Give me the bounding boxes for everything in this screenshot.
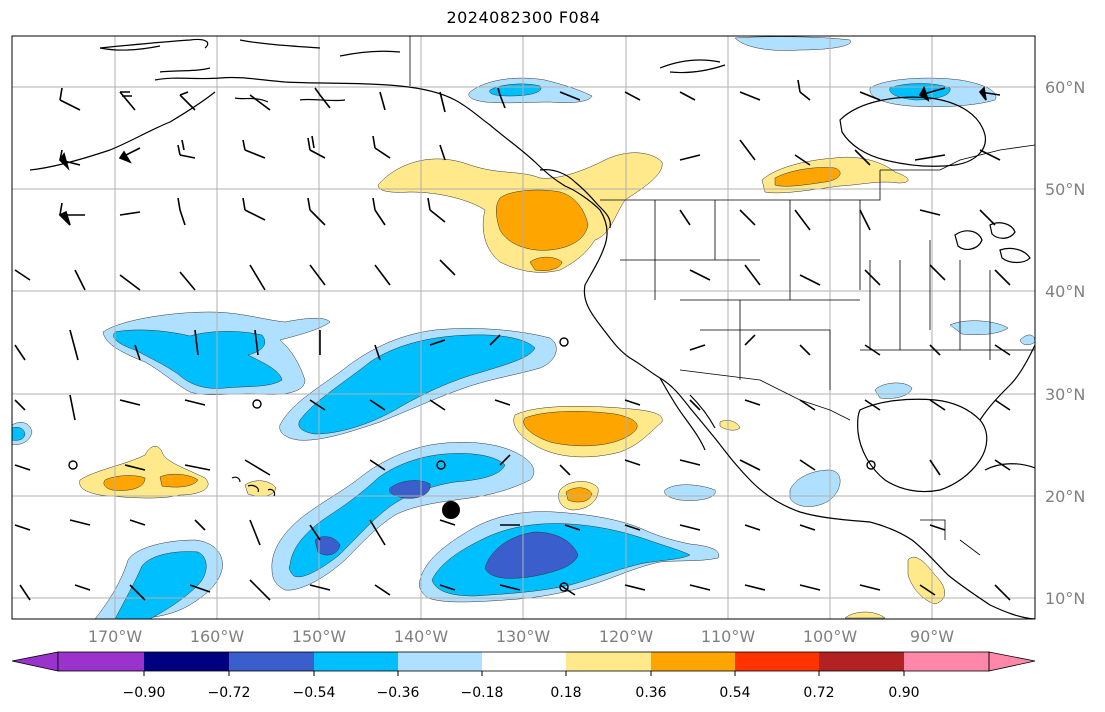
colorbar-segment [314,652,398,671]
colorbar-segment [482,652,566,671]
colorbar-tick-label: −0.36 [377,685,420,701]
colorbar-segment [651,652,735,671]
lon-label: 150°W [292,627,347,646]
longitude-labels: 170°W 160°W 150°W 140°W 130°W 120°W 110°… [88,627,954,646]
colorbar-tick-label: 0.54 [719,685,750,701]
wind-barbs [14,79,1011,601]
colorbar-segment [58,652,144,671]
negative-anomaly-strong [314,536,341,556]
negative-anomaly-core [113,329,283,389]
lon-label: 130°W [496,627,551,646]
positive-anomaly-core [565,487,593,503]
positive-anomaly-region [907,556,945,605]
colorbar-tick-label: −0.72 [208,685,251,701]
graticule [12,36,1035,619]
negative-anomaly-core [288,453,506,578]
colorbar-segment [398,652,482,671]
colorbar-segment [735,652,819,671]
lat-label: 20°N [1045,487,1085,506]
calm-wind-markers [68,337,876,592]
negative-anomaly-region [949,320,1009,335]
lon-label: 170°W [88,627,143,646]
colorbar-tick-label: −0.54 [293,685,336,701]
colorbar-tick-label: 0.36 [635,685,666,701]
negative-anomaly-core [12,427,26,441]
colorbar-tick-label: −0.18 [461,685,504,701]
colorbar-segment [904,652,989,671]
colorbar-segment [819,652,904,671]
positive-anomaly-core [529,256,563,271]
lat-label: 60°N [1045,78,1085,97]
map-content [12,36,1035,619]
lon-label: 90°W [910,627,954,646]
colorbar-extend-low [11,651,59,672]
latitude-labels: 60°N 50°N 40°N 30°N 20°N 10°N [1045,78,1085,608]
positive-anomaly-core [774,167,841,187]
colorbar-tick-label: 0.72 [803,685,834,701]
negative-anomaly-strong [484,531,579,579]
colorbar-segment [144,652,229,671]
lon-label: 100°W [803,627,858,646]
lon-label: 110°W [701,627,756,646]
storm-center-dot [442,501,460,519]
negative-anomaly-region [1019,334,1035,345]
map-title: 2024082300 F084 [446,8,601,27]
negative-anomaly-region [734,36,851,51]
positive-anomaly-region [844,611,886,619]
map-frame [11,35,1036,620]
colorbar-segment [229,652,314,671]
colorbar: −0.90 −0.72 −0.54 −0.36 −0.18 0.18 0.36 … [11,651,1036,701]
lon-label: 140°W [394,627,449,646]
negative-anomaly-region [789,469,841,507]
lat-label: 30°N [1045,385,1085,404]
colorbar-tick-label: −0.90 [123,685,166,701]
positive-anomaly-core [496,189,589,251]
lon-label: 160°W [190,627,245,646]
positive-anomaly-core [159,473,199,488]
negative-anomaly-core [889,83,951,101]
colorbar-tick-label: 0.18 [550,685,581,701]
lat-label: 40°N [1045,282,1085,301]
positive-anomaly-core [103,475,146,491]
positive-anomaly-core [523,411,638,447]
colorbar-tick-label: 0.90 [888,685,919,701]
lat-label: 10°N [1045,589,1085,608]
anomaly-shading [12,36,1035,619]
negative-anomaly-region [874,382,913,399]
colorbar-segment [566,652,651,671]
negative-anomaly-core [114,551,207,619]
colorbar-extend-high [988,651,1036,672]
lon-label: 120°W [599,627,654,646]
lat-label: 50°N [1045,180,1085,199]
